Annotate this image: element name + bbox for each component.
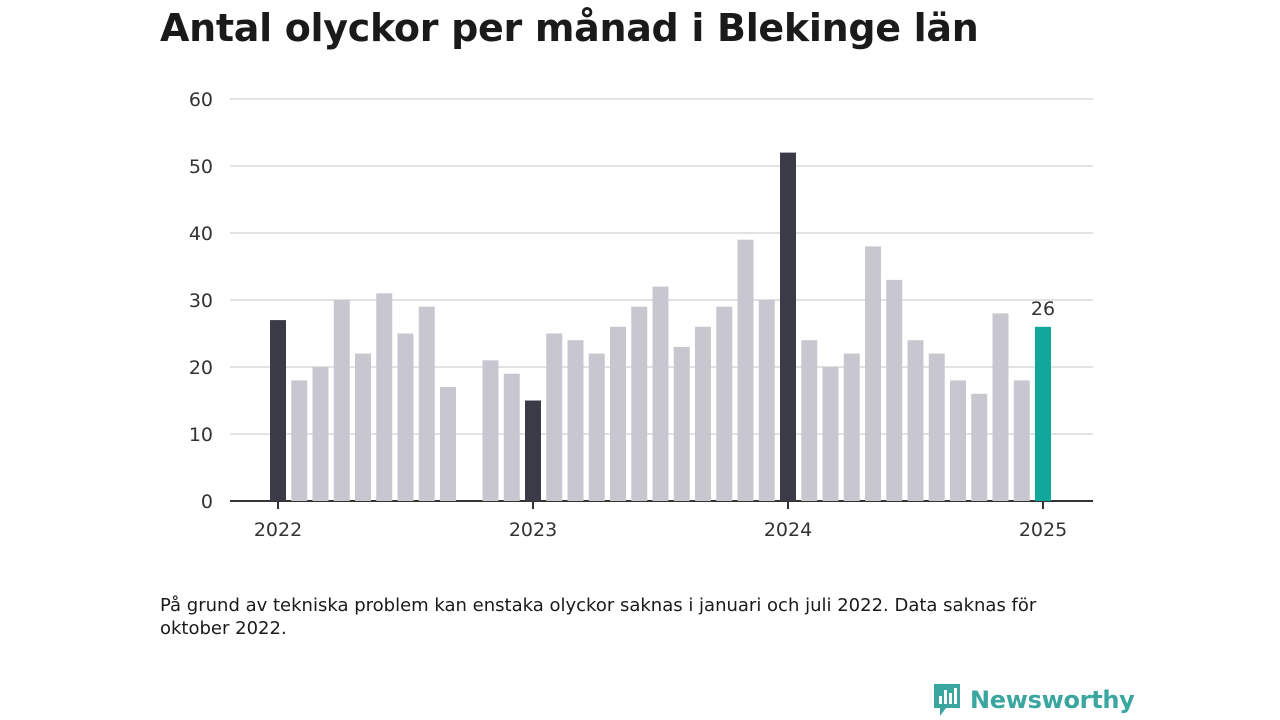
bar-2022-03 [312,367,329,501]
x-tick-label: 2023 [509,519,557,541]
bar-2024-09 [950,380,966,501]
brand-logo: Newsworthy [932,682,1135,718]
y-tick-label: 60 [189,89,213,111]
y-tick-label: 50 [189,156,213,178]
bar-2022-05 [355,353,371,501]
bar-chart: 0 10 20 30 40 50 60 2022 2023 2024 2025 26 [189,89,1093,541]
bar-2024-06 [886,279,903,501]
bar-2024-10 [971,393,988,501]
bar-2022-07 [397,333,414,501]
bar-2022-02 [291,380,308,501]
bar-2024-08 [928,353,945,501]
bar-2023-09 [695,326,711,501]
x-tick-label: 2025 [1019,519,1067,541]
bar-2023-08 [673,346,690,501]
bar-2024-05 [865,246,881,501]
bar-2022-08 [418,306,435,501]
bar-2023-05 [610,326,626,501]
footnote: På grund av tekniska problem kan enstaka… [160,595,1037,639]
bar-2023-02 [546,333,563,501]
x-tick-label: 2024 [764,519,812,541]
bar-2022-12 [503,373,520,501]
data-labels: 26 [1031,298,1055,320]
bar-2022-09 [440,387,456,501]
bar-2023-03 [567,340,584,501]
bar-2023-07 [652,286,669,501]
latest-value-label: 26 [1031,298,1055,320]
brand-name: Newsworthy [970,686,1135,714]
bar-2023-06 [631,306,648,501]
bar-2024-12 [1013,380,1030,501]
y-tick-label: 0 [201,491,213,513]
y-tick-label: 40 [189,223,213,245]
bar-2024-04 [843,353,860,501]
bar-2022-01 [270,320,286,501]
bar-2024-11 [992,313,1009,501]
bar-2022-11 [482,360,499,501]
x-axis-ticks: 2022 2023 2024 2025 [254,501,1067,541]
y-tick-label: 20 [189,357,213,379]
bar-2025-01 [1035,326,1051,501]
bar-2022-06 [376,293,393,501]
y-axis-ticks: 0 10 20 30 40 50 60 [189,89,213,513]
bars [270,152,1051,501]
y-tick-label: 10 [189,424,213,446]
x-tick-label: 2022 [254,519,302,541]
bar-2023-11 [737,239,754,501]
chart-title: Antal olyckor per månad i Blekinge län [160,6,979,50]
bar-2024-07 [907,340,924,501]
bar-2023-01 [525,400,541,501]
newsworthy-logo-icon [934,684,960,716]
bar-2023-12 [758,300,775,501]
y-tick-label: 30 [189,290,213,312]
bar-2022-04 [333,300,350,501]
bar-2023-10 [716,306,733,501]
bar-2023-04 [588,353,605,501]
bar-2024-03 [822,367,839,501]
bar-2024-01 [780,152,796,501]
bar-2024-02 [801,340,818,501]
